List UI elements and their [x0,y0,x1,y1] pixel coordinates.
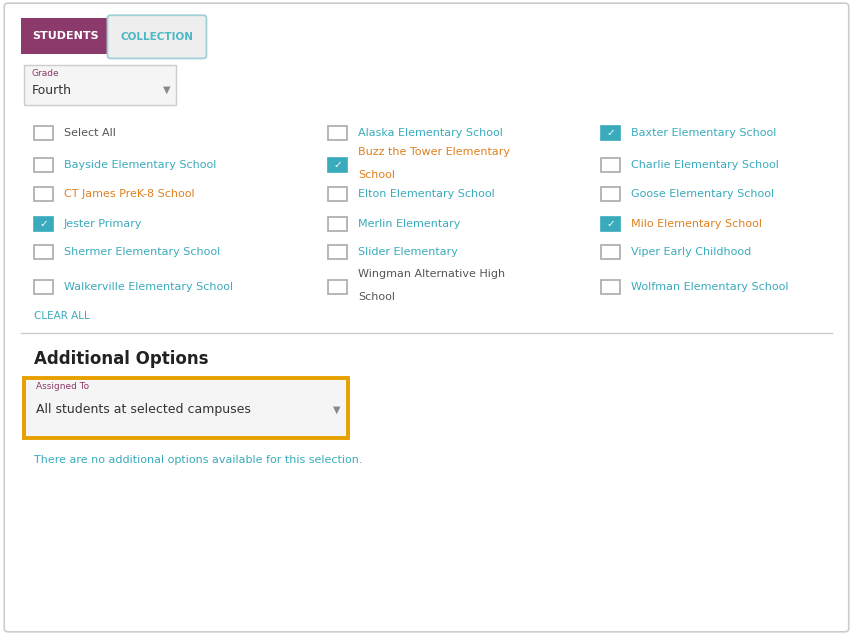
Text: Assigned To: Assigned To [36,382,89,391]
Text: ✓: ✓ [333,160,342,170]
Bar [601,187,619,201]
Text: ▼: ▼ [333,404,340,415]
Text: Bayside Elementary School: Bayside Elementary School [64,160,216,170]
Bar [601,280,619,294]
Bar [328,245,347,259]
Text: Merlin Elementary: Merlin Elementary [358,218,460,229]
Text: Alaska Elementary School: Alaska Elementary School [358,128,503,138]
Text: Additional Options: Additional Options [34,350,209,368]
Text: ✓: ✓ [606,218,614,229]
Bar [34,158,53,172]
Bar [328,217,347,231]
Text: ▼: ▼ [164,85,170,95]
Bar [601,126,619,140]
Bar [34,245,53,259]
Bar [601,245,619,259]
Bar [24,65,176,105]
Text: School: School [358,170,394,180]
Text: Walkerville Elementary School: Walkerville Elementary School [64,282,233,292]
FancyBboxPatch shape [107,15,206,58]
Text: There are no additional options available for this selection.: There are no additional options availabl… [34,455,362,465]
Text: CT James PreK-8 School: CT James PreK-8 School [64,189,194,199]
Bar [601,158,619,172]
Bar [34,217,53,231]
Bar [601,217,619,231]
Bar [328,126,347,140]
Bar [34,187,53,201]
Text: COLLECTION: COLLECTION [120,32,193,42]
FancyBboxPatch shape [4,3,848,632]
Text: Wingman Alternative High: Wingman Alternative High [358,269,504,279]
Text: Fourth: Fourth [32,84,72,97]
Text: School: School [358,291,394,302]
Text: ✓: ✓ [606,128,614,138]
Text: Buzz the Tower Elementary: Buzz the Tower Elementary [358,147,509,157]
Text: Charlie Elementary School: Charlie Elementary School [630,160,778,170]
Bar [328,158,347,172]
FancyBboxPatch shape [24,378,348,438]
Text: STUDENTS: STUDENTS [32,31,99,41]
Text: Jester Primary: Jester Primary [64,218,142,229]
Text: Goose Elementary School: Goose Elementary School [630,189,774,199]
Bar [34,280,53,294]
Bar [34,126,53,140]
Text: All students at selected campuses: All students at selected campuses [36,403,250,416]
Text: Elton Elementary School: Elton Elementary School [358,189,494,199]
Text: Shermer Elementary School: Shermer Elementary School [64,247,220,257]
Text: Baxter Elementary School: Baxter Elementary School [630,128,775,138]
Text: CLEAR ALL: CLEAR ALL [34,311,89,321]
Text: ✓: ✓ [39,218,48,229]
Text: Select All: Select All [64,128,116,138]
Text: Wolfman Elementary School: Wolfman Elementary School [630,282,788,292]
Text: Viper Early Childhood: Viper Early Childhood [630,247,751,257]
Text: Milo Elementary School: Milo Elementary School [630,218,762,229]
Text: Grade: Grade [32,69,59,78]
Bar [328,187,347,201]
Bar [328,280,347,294]
Bar [21,18,111,54]
Text: Slider Elementary: Slider Elementary [358,247,458,257]
